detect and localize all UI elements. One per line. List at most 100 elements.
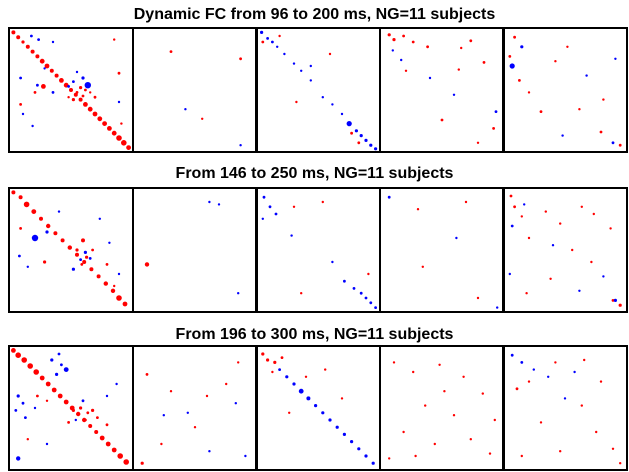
connectivity-point-r2-c0-0 (11, 348, 16, 353)
connectivity-point-r0-c0-2 (21, 40, 25, 44)
connectivity-point-r0-c0-43 (84, 88, 87, 92)
connectivity-point-r0-c2-5 (292, 62, 296, 65)
connectivity-point-r1-c4-12 (525, 292, 528, 295)
connectivity-point-r2-c0-24 (55, 372, 59, 376)
matrix-panel-r1-c2 (255, 187, 381, 313)
connectivity-point-r1-c4-21 (508, 272, 511, 276)
connectivity-point-r0-c4-2 (518, 79, 521, 82)
connectivity-point-r2-c2-0 (261, 352, 265, 356)
connectivity-point-r2-c3-8 (433, 442, 436, 446)
connectivity-point-r1-c0-12 (96, 274, 101, 279)
connectivity-point-r1-c0-14 (110, 288, 116, 293)
connectivity-point-r0-c4-15 (561, 134, 564, 137)
matrix-panel-frame (502, 345, 628, 471)
connectivity-point-r2-c2-5 (278, 368, 281, 371)
connectivity-point-r2-c0-43 (36, 394, 39, 398)
connectivity-point-r2-c4-13 (595, 430, 598, 434)
connectivity-point-r2-c0-14 (94, 430, 99, 434)
connectivity-point-r2-c2-2 (273, 360, 277, 364)
connectivity-point-r1-c0-15 (116, 295, 122, 301)
connectivity-point-r2-c0-44 (45, 399, 49, 402)
connectivity-point-r0-c4-7 (602, 98, 605, 101)
matrix-panel-r2-c3 (379, 345, 505, 471)
connectivity-point-r0-c2-6 (300, 69, 303, 73)
matrix-panel-r0-c0 (8, 27, 134, 153)
row-title-1: From 146 to 250 ms, NG=11 subjects (175, 165, 454, 182)
connectivity-point-r1-c2-6 (343, 279, 346, 283)
connectivity-point-r0-c0-29 (19, 76, 22, 80)
connectivity-point-r1-c2-15 (367, 272, 370, 276)
connectivity-point-r0-c0-53 (19, 103, 22, 106)
connectivity-point-r0-c0-44 (71, 98, 75, 102)
connectivity-point-r0-c4-5 (539, 110, 543, 113)
connectivity-point-r2-c1-1 (169, 390, 173, 393)
connectivity-point-r0-c4-13 (585, 74, 588, 77)
connectivity-point-r1-c1-1 (237, 292, 240, 295)
connectivity-point-r0-c2-9 (331, 103, 334, 106)
connectivity-point-r0-c2-0 (260, 30, 264, 34)
connectivity-point-r0-c0-23 (121, 140, 127, 146)
connectivity-point-r2-c4-10 (599, 380, 603, 383)
connectivity-point-r2-c3-3 (462, 375, 465, 378)
matrix-panel-frame (379, 345, 505, 471)
connectivity-point-r0-c1-0 (169, 50, 173, 53)
matrix-panel-frame (132, 345, 258, 471)
connectivity-point-r0-c0-31 (81, 76, 85, 80)
connectivity-point-r2-c3-11 (388, 457, 391, 460)
connectivity-point-r1-c4-6 (580, 205, 583, 208)
connectivity-point-r0-c0-37 (31, 124, 34, 128)
connectivity-point-r0-c0-50 (117, 71, 121, 75)
connectivity-point-r0-c3-2 (402, 34, 405, 38)
connectivity-point-r0-c3-3 (411, 40, 415, 44)
connectivity-point-r1-c4-14 (618, 303, 622, 307)
connectivity-point-r1-c0-1 (18, 195, 23, 200)
connectivity-point-r1-c0-0 (11, 190, 16, 195)
connectivity-point-r1-c1-3 (217, 203, 221, 206)
connectivity-point-r1-c3-6 (455, 236, 458, 240)
connectivity-point-r1-c0-32 (85, 255, 89, 259)
connectivity-point-r1-c2-12 (292, 205, 296, 208)
connectivity-point-r0-c0-30 (75, 70, 79, 74)
connectivity-point-r0-c2-12 (354, 129, 358, 133)
connectivity-point-r2-c1-0 (145, 373, 149, 376)
connectivity-point-r2-c4-8 (554, 361, 557, 364)
connectivity-point-r2-c3-12 (443, 390, 446, 393)
connectivity-point-r0-c3-14 (400, 58, 403, 62)
connectivity-point-r1-c0-36 (113, 284, 116, 288)
connectivity-point-r0-c2-3 (276, 45, 279, 48)
connectivity-point-r2-c2-17 (364, 454, 368, 458)
connectivity-point-r2-c0-40 (91, 408, 95, 412)
connectivity-point-r0-c2-1 (266, 37, 269, 40)
connectivity-point-r1-c0-19 (18, 254, 21, 258)
connectivity-point-r1-c2-8 (359, 291, 363, 295)
connectivity-point-r1-c0-18 (45, 230, 49, 234)
connectivity-point-r2-c2-9 (306, 396, 311, 401)
connectivity-point-r0-c4-1 (508, 55, 512, 58)
connectivity-point-r2-c1-10 (208, 450, 211, 453)
connectivity-point-r1-c2-7 (352, 287, 356, 290)
connectivity-point-r0-c0-51 (113, 38, 116, 41)
connectivity-point-r2-c1-5 (193, 426, 197, 429)
connectivity-point-r2-c2-20 (324, 368, 327, 371)
connectivity-point-r2-c0-35 (115, 382, 118, 386)
connectivity-point-r2-c0-15 (99, 435, 105, 441)
connectivity-point-r2-c0-38 (86, 411, 90, 415)
connectivity-point-r2-c0-8 (57, 393, 63, 399)
connectivity-point-r0-c3-7 (482, 61, 486, 64)
matrix-panel-r1-c0 (8, 187, 134, 313)
connectivity-point-r0-c3-1 (392, 38, 396, 42)
connectivity-point-r2-c4-4 (573, 370, 576, 374)
connectivity-point-r2-c3-9 (469, 438, 472, 441)
connectivity-point-r2-c3-13 (414, 454, 417, 458)
connectivity-point-r1-c0-26 (117, 272, 121, 276)
connectivity-point-r1-c0-27 (57, 210, 61, 213)
connectivity-point-r1-c0-3 (31, 209, 37, 215)
connectivity-point-r1-c0-2 (23, 201, 30, 208)
connectivity-point-r0-c0-38 (36, 83, 39, 87)
connectivity-point-r1-c4-15 (510, 224, 514, 228)
connectivity-point-r2-c4-9 (583, 358, 586, 362)
connectivity-point-r0-c2-2 (271, 40, 274, 44)
connectivity-point-r0-c0-18 (97, 116, 103, 122)
connectivity-point-r1-c2-11 (374, 306, 377, 309)
connectivity-point-r0-c0-0 (11, 30, 16, 35)
